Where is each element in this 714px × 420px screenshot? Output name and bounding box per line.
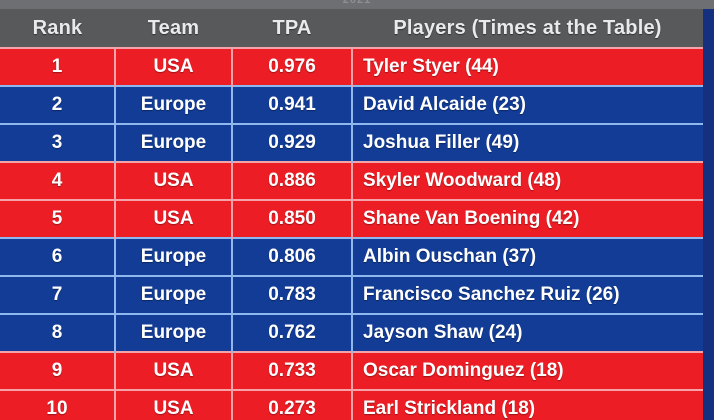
cell-rank: 9: [0, 351, 116, 390]
cell-team: USA: [115, 47, 233, 86]
cell-tpa: 0.850: [232, 199, 353, 238]
cell-team: USA: [115, 161, 233, 200]
column-header-players[interactable]: Players (Times at the Table): [352, 9, 703, 48]
cell-team: Europe: [115, 123, 233, 162]
cell-player: Jayson Shaw (24): [352, 313, 703, 352]
table-row[interactable]: 1 USA 0.976 Tyler Styer (44): [0, 47, 703, 86]
cell-player: David Alcaide (23): [352, 85, 703, 124]
cell-player: Tyler Styer (44): [352, 47, 703, 86]
cell-team: Europe: [115, 275, 233, 314]
tpa-standings-table: Rank Team TPA Players (Times at the Tabl…: [0, 9, 703, 420]
cell-team: Europe: [115, 85, 233, 124]
table-header: Rank Team TPA Players (Times at the Tabl…: [0, 9, 703, 48]
cell-tpa: 0.886: [232, 161, 353, 200]
right-edge-gutter: [703, 0, 714, 420]
cell-rank: 6: [0, 237, 116, 276]
column-header-team[interactable]: Team: [115, 9, 232, 48]
cell-player: Shane Van Boening (42): [352, 199, 703, 238]
column-header-tpa[interactable]: TPA: [232, 9, 352, 48]
cell-tpa: 0.976: [232, 47, 353, 86]
cell-tpa: 0.273: [232, 389, 353, 420]
cell-rank: 3: [0, 123, 116, 162]
cell-team: USA: [115, 351, 233, 390]
cell-rank: 8: [0, 313, 116, 352]
table-row[interactable]: 10 USA 0.273 Earl Strickland (18): [0, 389, 703, 420]
table-header-row: Rank Team TPA Players (Times at the Tabl…: [0, 9, 703, 48]
cropped-title-sliver: 2021: [0, 0, 714, 9]
table-body: 1 USA 0.976 Tyler Styer (44) 2 Europe 0.941 Dav…: [0, 47, 703, 420]
cell-tpa: 0.929: [232, 123, 353, 162]
table-row[interactable]: 9 USA 0.733 Oscar Dominguez (18): [0, 351, 703, 390]
table-row[interactable]: 6 Europe 0.806 Albin Ouschan (37): [0, 237, 703, 276]
table-row[interactable]: 3 Europe 0.929 Joshua Filler (49): [0, 123, 703, 162]
table-row[interactable]: 2 Europe 0.941 David Alcaide (23): [0, 85, 703, 124]
cell-player: Oscar Dominguez (18): [352, 351, 703, 390]
cell-player: Skyler Woodward (48): [352, 161, 703, 200]
tpa-standings-table-container: Rank Team TPA Players (Times at the Tabl…: [0, 9, 703, 420]
cell-team: Europe: [115, 237, 233, 276]
cell-tpa: 0.783: [232, 275, 353, 314]
cell-tpa: 0.806: [232, 237, 353, 276]
table-row[interactable]: 7 Europe 0.783 Francisco Sanchez Ruiz (26): [0, 275, 703, 314]
cell-team: USA: [115, 389, 233, 420]
cell-tpa: 0.941: [232, 85, 353, 124]
cell-team: USA: [115, 199, 233, 238]
cell-rank: 5: [0, 199, 116, 238]
cell-rank: 2: [0, 85, 116, 124]
cell-rank: 7: [0, 275, 116, 314]
cell-player: Joshua Filler (49): [352, 123, 703, 162]
cell-tpa: 0.733: [232, 351, 353, 390]
cell-rank: 10: [0, 389, 116, 420]
cell-player: Albin Ouschan (37): [352, 237, 703, 276]
cell-rank: 1: [0, 47, 116, 86]
table-row[interactable]: 5 USA 0.850 Shane Van Boening (42): [0, 199, 703, 238]
cell-tpa: 0.762: [232, 313, 353, 352]
cropped-title-text: 2021: [342, 0, 372, 6]
right-edge-gutter-cap: [703, 0, 714, 9]
cell-rank: 4: [0, 161, 116, 200]
table-row[interactable]: 4 USA 0.886 Skyler Woodward (48): [0, 161, 703, 200]
column-header-rank[interactable]: Rank: [0, 9, 115, 48]
cell-player: Francisco Sanchez Ruiz (26): [352, 275, 703, 314]
cell-player: Earl Strickland (18): [352, 389, 703, 420]
cell-team: Europe: [115, 313, 233, 352]
table-row[interactable]: 8 Europe 0.762 Jayson Shaw (24): [0, 313, 703, 352]
